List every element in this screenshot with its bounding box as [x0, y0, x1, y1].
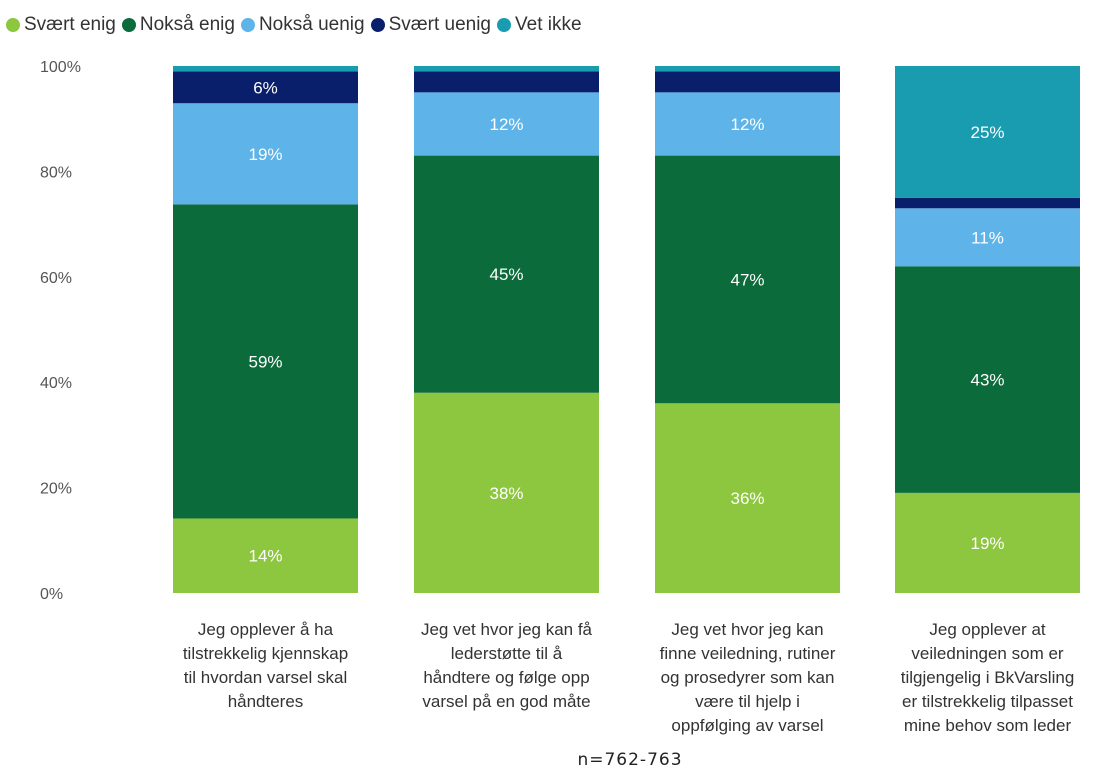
legend-dot-icon	[240, 18, 255, 32]
bar-segment	[173, 518, 358, 593]
bar-segment	[414, 66, 599, 72]
legend-dot-icon	[121, 18, 136, 32]
legend-item: Svært enig	[6, 14, 116, 36]
legend-label: Nokså uenig	[258, 14, 365, 35]
bar-data-label: 36%	[730, 489, 764, 508]
bar-segment	[895, 492, 1080, 593]
category-label-line: lederstøtte til å	[450, 644, 563, 663]
legend-dot-icon	[370, 18, 385, 32]
bar-segment	[655, 66, 840, 72]
legend-item: Nokså enig	[121, 14, 235, 36]
bar-data-label: 45%	[489, 265, 523, 284]
category-label-line: veiledningen som er	[911, 644, 1064, 663]
category-label: Jeg opplever at veiledningen som er tilgje…	[888, 618, 1088, 738]
y-tick-label: 100%	[40, 59, 81, 76]
bar-segment	[414, 92, 599, 156]
legend-dot-icon	[497, 18, 512, 32]
y-tick-label: 60%	[40, 270, 72, 287]
bar-segment	[173, 71, 358, 104]
legend-label: Svært enig	[24, 14, 116, 35]
legend-item: Vet ikke	[497, 14, 582, 36]
bar-segment	[414, 71, 599, 93]
bar-segment	[173, 103, 358, 205]
category-label-line: oppfølging av varsel	[671, 716, 824, 735]
bar-segment	[655, 92, 840, 156]
category-label-line: tilgjengelig i BkVarsling	[900, 668, 1075, 687]
category-label-line: varsel på en god måte	[422, 692, 591, 711]
y-tick-label: 80%	[40, 164, 72, 181]
category-label-line: Jeg vet hvor jeg kan få	[420, 620, 593, 639]
bar-data-label: 19%	[970, 534, 1004, 553]
bar-data-label: 6%	[253, 78, 278, 97]
bar-data-label: 25%	[970, 123, 1004, 142]
category-label-line: finne veiledning, rutiner	[659, 644, 836, 663]
legend-label: Nokså enig	[139, 14, 235, 35]
bar-data-label: 14%	[248, 547, 282, 566]
bar-segment	[173, 66, 358, 72]
bar-data-label: 43%	[970, 371, 1004, 390]
bar-segment	[895, 208, 1080, 267]
legend-label: Vet ikke	[515, 14, 582, 35]
bar-data-label: 19%	[248, 145, 282, 164]
bar-data-label: 47%	[730, 270, 764, 289]
legend-item: Nokså uenig	[240, 14, 365, 36]
bar-data-label: 38%	[489, 484, 523, 503]
legend-dot-icon	[6, 18, 20, 32]
bar-segment	[414, 392, 599, 593]
y-tick-label: 40%	[40, 375, 72, 392]
category-label: Jeg vet hvor jeg kan få lederstøtte til å…	[407, 618, 607, 714]
bar-segment	[655, 155, 840, 404]
bar-data-label: 12%	[730, 115, 764, 134]
category-label-line: mine behov som leder	[903, 716, 1072, 735]
bar-segment	[173, 204, 358, 519]
legend-label: Svært uenig	[388, 14, 492, 35]
category-label: Jeg opplever å ha tilstrekkelig kjennskap…	[166, 618, 366, 714]
category-label-line: være til hjelp i	[695, 692, 800, 711]
bar-data-label: 12%	[489, 115, 523, 134]
category-label-line: Jeg vet hvor jeg kan	[671, 620, 824, 639]
legend-item: Svært uenig	[370, 14, 492, 36]
bar-segment	[655, 71, 840, 93]
bar-segment	[414, 155, 599, 393]
bar-data-label: 11%	[971, 228, 1004, 247]
category-label-line: håndtere og følge opp	[423, 668, 590, 687]
bar-data-label: 59%	[248, 352, 282, 371]
bar-segment	[655, 403, 840, 593]
bar-segment	[895, 197, 1080, 209]
category-label-line: håndteres	[227, 692, 304, 711]
y-tick-label: 0%	[40, 586, 63, 603]
y-tick-label: 20%	[40, 481, 72, 498]
bar-segment	[895, 266, 1080, 493]
category-label-line: tilstrekkelig kjennskap	[182, 644, 349, 663]
category-label-line: er tilstrekkelig tilpasset	[901, 692, 1073, 711]
category-label-line: Jeg opplever at	[929, 620, 1046, 639]
category-label-line: til hvordan varsel skal	[183, 668, 348, 687]
category-label-line: og prosedyrer som kan	[660, 668, 835, 687]
category-label-line: Jeg opplever å ha	[197, 620, 334, 639]
category-label: Jeg vet hvor jeg kan finne veiledning, ru…	[648, 618, 848, 738]
bar-segment	[895, 66, 1080, 198]
sample-size-note: n=762-763	[577, 750, 683, 770]
legend: Svært enig Nokså enig Nokså uenig Svært uen…	[6, 14, 588, 36]
